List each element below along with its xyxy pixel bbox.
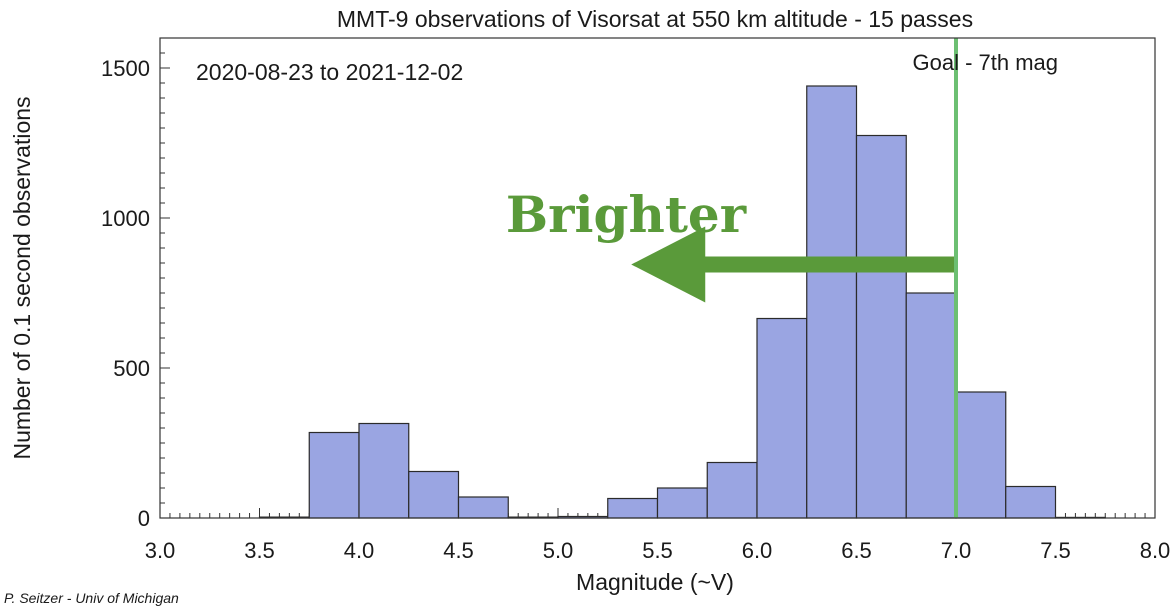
histogram-bar [408,470,460,519]
date-range-label: 2020-08-23 to 2021-12-02 [196,59,463,85]
chart-title: MMT-9 observations of Visorsat at 550 km… [337,6,973,32]
x-tick-label: 4.0 [344,538,375,563]
x-tick-label: 7.0 [941,538,972,563]
histogram-bar [1005,485,1057,519]
histogram-bar [806,85,858,519]
histogram-bar [905,292,957,519]
x-tick-label: 6.0 [742,538,773,563]
histogram-bar [457,496,509,519]
arrow-head [631,226,706,303]
histogram-bar [358,422,410,519]
histogram-bar [855,134,907,519]
y-axis-label: Number of 0.1 second observations [9,96,35,459]
brighter-annotation: Brighter [506,185,747,244]
x-tick-label: 4.5 [443,538,474,563]
arrow-shaft [701,256,954,273]
x-axis-label: Magnitude (~V) [576,569,734,595]
y-tick-label: 1500 [101,56,150,81]
histogram-bar [308,431,360,519]
histogram-bar [656,487,708,519]
x-tick-label: 3.5 [244,538,275,563]
x-tick-label: 3.0 [145,538,176,563]
goal-label: Goal - 7th mag [912,50,1058,75]
y-tick-label: 500 [113,356,150,381]
y-tick-label: 1000 [101,206,150,231]
histogram-bar [607,497,659,519]
y-tick-label: 0 [138,506,150,531]
histogram-bar [955,391,1007,519]
credit-text: P. Seitzer - Univ of Michigan [4,590,179,606]
histogram-bar [706,461,758,519]
plot-frame [159,37,1156,519]
x-tick-label: 8.0 [1140,538,1171,563]
histogram-bar [756,317,808,519]
x-tick-label: 5.5 [642,538,673,563]
x-tick-label: 7.5 [1040,538,1071,563]
x-tick-label: 6.5 [841,538,872,563]
x-tick-label: 5.0 [543,538,574,563]
